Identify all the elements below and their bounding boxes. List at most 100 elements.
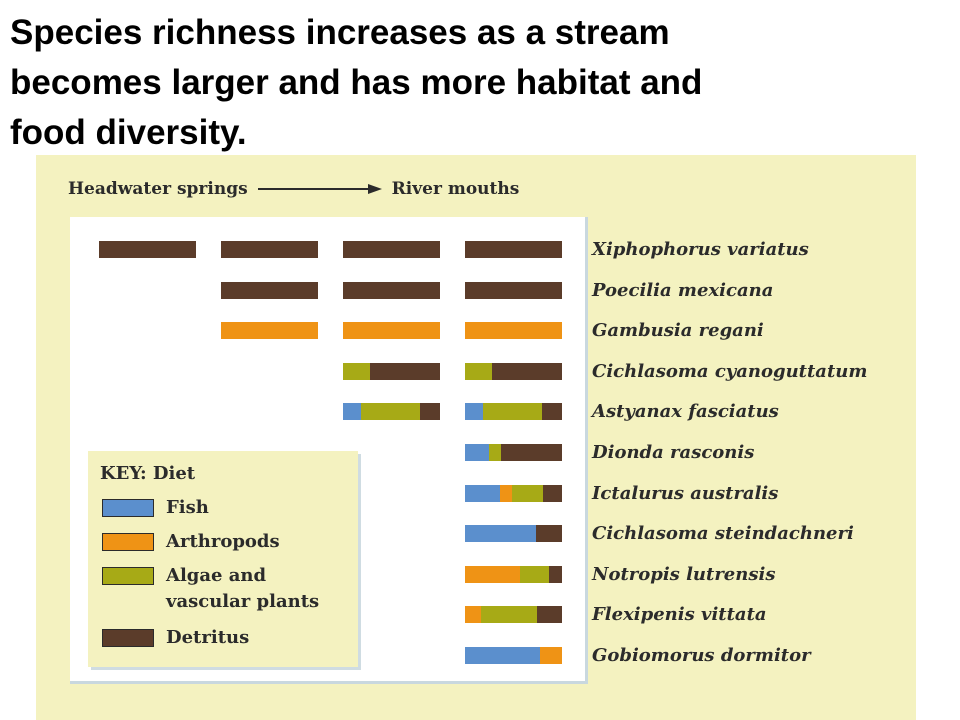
diet-bar [465, 565, 562, 583]
species-row [70, 281, 588, 299]
species-name: Gobiomorus dormitor [592, 645, 811, 666]
title-line-1: Species richness increases as a stream [10, 13, 670, 52]
key-label-arthropods: Arthropods [166, 529, 280, 555]
figure-panel: Headwater springs River mouths Xiphophor… [36, 155, 916, 720]
diet-segment-detritus [419, 403, 440, 421]
slide-title: Species richness increases as a stream b… [10, 8, 910, 158]
diet-segment-detritus [465, 281, 562, 299]
diet-segment-fish [465, 444, 490, 461]
species-row [70, 606, 588, 624]
diet-segment-detritus [99, 241, 196, 258]
species-row [70, 647, 588, 664]
title-line-3: food diversity. [10, 113, 247, 152]
key-swatch-algae [102, 567, 154, 585]
key-label-fish: Fish [166, 495, 209, 521]
diet-bar [465, 444, 562, 461]
key-swatch-arthropods [102, 533, 154, 551]
key-swatch-detritus [102, 629, 154, 647]
diet-segment-arthropods [465, 322, 562, 340]
species-row [70, 565, 588, 583]
diet-segment-fish [465, 525, 536, 543]
diet-segment-detritus [536, 606, 562, 624]
diet-segment-arthropods [343, 322, 440, 340]
diet-segment-detritus [535, 525, 562, 543]
diet-segment-detritus [465, 241, 562, 258]
key-label-detritus: Detritus [166, 625, 249, 651]
key-label-detritus-text: Detritus [166, 627, 250, 648]
diet-bar [465, 525, 562, 543]
diet-segment-fish [343, 403, 362, 421]
diet-segment-fish [465, 484, 500, 502]
diet-segment-fish [465, 647, 540, 664]
species-name: Xiphophorus variatus [592, 239, 809, 260]
diet-bar [465, 403, 562, 421]
species-row [70, 322, 588, 340]
diet-segment-arthropods [465, 606, 481, 624]
diet-segment-detritus [343, 241, 440, 258]
key-label-fish-text: Fish [166, 497, 209, 518]
key-label-algae: Algae and vascular plants [166, 563, 319, 615]
diet-segment-algae [489, 444, 501, 461]
species-name: Gambusia regani [592, 320, 764, 342]
species-name: Flexipenis vittata [592, 604, 767, 626]
key-title: KEY: Diet [100, 463, 196, 484]
species-name: Cichlasoma steindachneri [592, 523, 854, 545]
diet-bar [465, 322, 562, 340]
diet-segment-algae [361, 403, 420, 421]
diet-segment-detritus [221, 241, 318, 258]
diet-bar [221, 322, 318, 340]
diet-segment-detritus [370, 362, 440, 380]
species-name: Poecilia mexicana [592, 279, 774, 301]
diet-segment-arthropods [499, 484, 512, 502]
diet-segment-arthropods [465, 565, 521, 583]
species-name: Cichlasoma cyanoguttatum [592, 360, 868, 382]
key-swatch-fish [102, 499, 154, 517]
species-name: Ictalurus australis [592, 482, 779, 504]
diet-bar [343, 322, 440, 340]
key-label-arthropods-text: Arthropods [166, 531, 280, 552]
stream-gradient-label: Headwater springs River mouths [68, 177, 519, 201]
species-row [70, 525, 588, 543]
species-row [70, 241, 588, 258]
diet-segment-arthropods [539, 647, 562, 664]
diet-bar [343, 403, 440, 421]
diet-segment-detritus [343, 281, 440, 299]
diet-segment-detritus [221, 281, 318, 299]
diet-bar [465, 241, 562, 258]
diet-segment-algae [343, 362, 371, 380]
diet-bar [465, 606, 562, 624]
diet-bar [343, 281, 440, 299]
species-name: Notropis lutrensis [592, 563, 776, 585]
diet-bar [221, 241, 318, 258]
species-row [70, 362, 588, 380]
species-name: Dionda rasconis [592, 442, 755, 463]
title-line-2: becomes larger and has more habitat and [10, 63, 703, 102]
diet-bar [99, 241, 196, 258]
species-row [70, 444, 588, 461]
species-name: Astyanax fasciatus [592, 401, 779, 423]
diet-segment-algae [480, 606, 537, 624]
diet-segment-arthropods [221, 322, 318, 340]
right-arrow-icon [257, 184, 382, 194]
species-row [70, 484, 588, 502]
key-label-algae-line1: Algae and [166, 565, 267, 586]
diet-segment-algae [465, 362, 493, 380]
diet-segment-algae [483, 403, 542, 421]
key-label-algae-line2: vascular plants [166, 591, 320, 612]
diet-bar [343, 362, 440, 380]
diet-bar [221, 281, 318, 299]
diet-bar [465, 362, 562, 380]
diet-key: KEY: Diet Fish Arthropods Algae and vasc… [88, 451, 358, 667]
diet-bar [465, 647, 562, 664]
diet-segment-detritus [549, 565, 562, 583]
diet-segment-algae [520, 565, 550, 583]
diet-bar [465, 484, 562, 502]
diet-bar [343, 241, 440, 258]
diet-segment-algae [511, 484, 543, 502]
diet-segment-detritus [541, 403, 562, 421]
river-mouths-label: River mouths [391, 179, 520, 199]
headwater-springs-label: Headwater springs [68, 179, 248, 199]
diet-segment-detritus [500, 444, 562, 461]
species-row [70, 403, 588, 421]
diet-segment-detritus [492, 362, 562, 380]
